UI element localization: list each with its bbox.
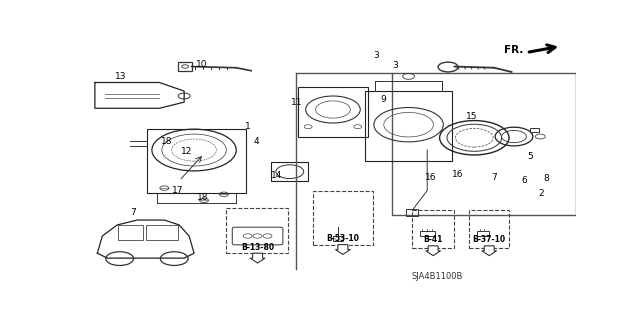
Bar xyxy=(406,210,419,216)
Bar xyxy=(313,190,372,245)
Text: B-37-10: B-37-10 xyxy=(472,235,506,244)
Text: 13: 13 xyxy=(115,72,127,81)
Text: 7: 7 xyxy=(492,173,497,182)
Bar xyxy=(147,129,246,193)
Bar xyxy=(469,210,509,248)
Text: 18: 18 xyxy=(197,193,209,203)
FancyArrow shape xyxy=(335,245,350,255)
Text: FR.: FR. xyxy=(504,45,523,55)
Text: 3: 3 xyxy=(392,61,398,70)
Text: 7: 7 xyxy=(130,208,136,217)
Bar xyxy=(392,73,576,215)
Bar xyxy=(118,225,143,240)
Text: 15: 15 xyxy=(466,112,477,122)
Text: 9: 9 xyxy=(381,95,387,104)
Bar xyxy=(365,91,452,161)
Text: 10: 10 xyxy=(196,60,208,69)
Text: SJA4B1100B: SJA4B1100B xyxy=(412,272,463,281)
Text: B-13-80: B-13-80 xyxy=(241,242,274,252)
Text: 16: 16 xyxy=(425,173,436,182)
Bar xyxy=(420,231,435,236)
Text: 1: 1 xyxy=(244,122,250,131)
Bar xyxy=(333,235,343,241)
Bar xyxy=(227,208,288,253)
FancyArrow shape xyxy=(426,246,440,256)
Text: 11: 11 xyxy=(291,98,303,107)
Text: 4: 4 xyxy=(254,137,259,146)
FancyArrow shape xyxy=(482,246,497,256)
Text: 18: 18 xyxy=(161,137,173,146)
Bar xyxy=(412,210,454,248)
Text: B-41: B-41 xyxy=(424,235,443,244)
Text: 5: 5 xyxy=(527,152,533,161)
Text: 6: 6 xyxy=(521,176,527,185)
FancyArrow shape xyxy=(250,253,265,263)
Bar xyxy=(146,225,178,240)
Text: 2: 2 xyxy=(538,189,544,197)
Bar xyxy=(477,231,489,235)
Text: 17: 17 xyxy=(172,186,183,195)
Bar xyxy=(298,87,368,137)
Text: 12: 12 xyxy=(181,147,193,156)
Bar xyxy=(271,162,308,181)
Text: 3: 3 xyxy=(374,51,380,60)
Bar xyxy=(178,62,192,71)
Text: 14: 14 xyxy=(271,171,283,180)
Text: B-53-10: B-53-10 xyxy=(326,234,359,243)
Text: 8: 8 xyxy=(543,174,549,183)
Bar xyxy=(531,128,540,132)
Text: 16: 16 xyxy=(452,170,464,179)
